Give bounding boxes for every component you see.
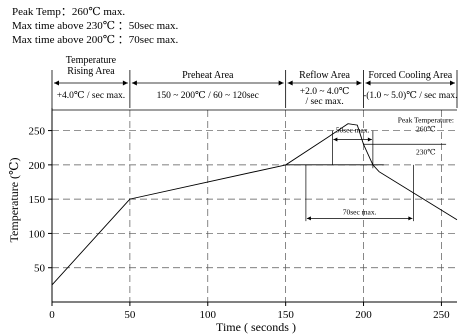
zone-arrow-head-left <box>131 80 137 86</box>
label-70sec: 70sec max. <box>343 207 377 216</box>
zone-name: Temperature Rising Area <box>66 55 117 77</box>
y-tick-label: 150 <box>29 194 46 206</box>
spec-time-above-230: Max time above 230℃ ：50sec max. <box>12 20 179 32</box>
label-50sec: 50sec max. <box>336 125 370 134</box>
label-peak-temperature: Peak Temperature: 260℃ <box>398 115 454 133</box>
zone-name: Reflow Area <box>299 70 350 81</box>
span-70sec-arrow-right <box>408 216 413 221</box>
y-tick-label: 250 <box>29 126 46 138</box>
x-tick-label: 50 <box>124 309 136 321</box>
x-tick-label: 0 <box>49 309 55 321</box>
zone-rate: +4.0℃ / sec max. <box>57 91 126 101</box>
spec-peak-temp: Peak Temp：260℃ max. <box>12 6 126 18</box>
zone-arrow-head-left <box>54 80 59 86</box>
x-tick-label: 200 <box>355 309 372 321</box>
zone-header: Temperature Rising Area +4.0℃ / sec max. Pr… <box>51 55 457 108</box>
x-tick-label: 100 <box>200 309 217 321</box>
zone-arrow-head-right <box>356 80 362 86</box>
zone-name: Forced Cooling Area <box>368 70 452 81</box>
chart-axes: 50 100 150 200 250 0 50 100 150 200 250 <box>29 108 457 321</box>
y-axis-label: Temperature (℃) <box>7 158 21 243</box>
zone-rate: +2.0 ~ 4.0℃ / sec max. <box>300 87 350 107</box>
x-tick-label: 150 <box>277 309 294 321</box>
chart-series <box>51 123 458 286</box>
x-axis-label: Time ( seconds ) <box>216 320 296 334</box>
label-230c: 230℃ <box>416 147 436 156</box>
zone-arrow-head-right <box>450 80 455 86</box>
zone-arrow-head-right <box>278 80 284 86</box>
span-70sec-arrow-left <box>306 216 311 221</box>
zone-arrow-head-right <box>122 80 128 86</box>
zone-rate: 150 ~ 200℃ / 60 ~ 120sec <box>157 91 259 101</box>
series-line <box>51 123 458 286</box>
chart-annotations: 50sec max. 70sec max. 230℃ Peak Temperature… <box>285 115 454 222</box>
zone-arrow-head-left <box>287 80 293 86</box>
x-tick-label: 250 <box>433 309 450 321</box>
zone-arrow-head-left <box>365 80 371 86</box>
zone-name: Preheat Area <box>182 70 234 81</box>
span-50sec-arrow-left <box>333 137 338 142</box>
y-tick-label: 200 <box>29 160 46 172</box>
y-tick-label: 50 <box>34 263 46 275</box>
zone-rate: -(1.0 ~ 5.0)℃ / sec max. <box>363 90 457 101</box>
chart-grid <box>52 110 457 302</box>
spec-time-above-200: Max time above 200℃ ：70sec max. <box>12 34 179 46</box>
span-50sec-arrow-right <box>367 137 372 142</box>
y-tick-label: 100 <box>29 228 46 240</box>
